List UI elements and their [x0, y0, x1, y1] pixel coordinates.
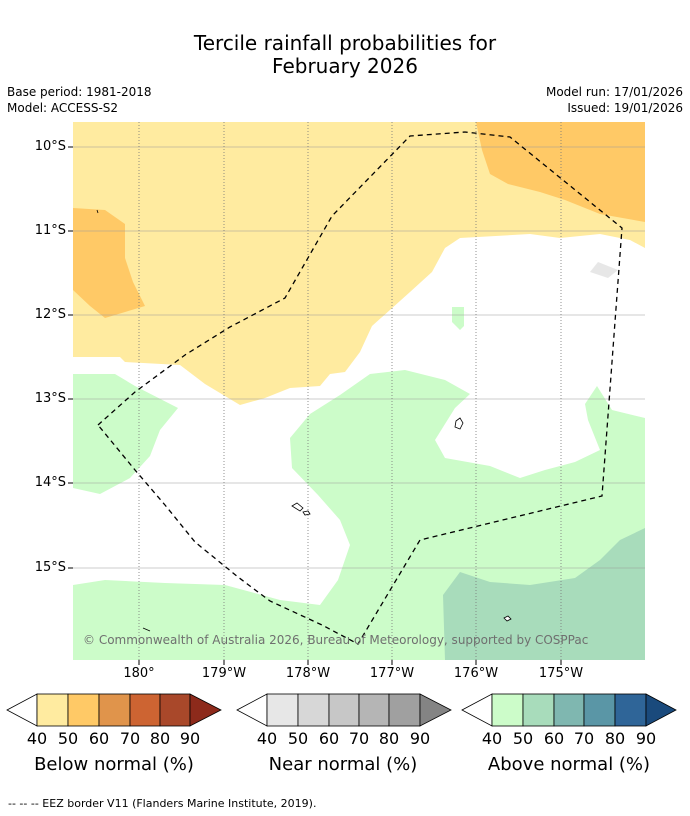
above-normal-40-50-patch — [452, 307, 464, 330]
colorbar-tick: 80 — [604, 729, 626, 748]
colorbar-below-swatch — [98, 693, 131, 727]
above-normal-40-50-region-w — [73, 374, 178, 494]
colorbar-tick: 40 — [481, 729, 503, 748]
colorbar-near-swatch — [358, 693, 390, 727]
copyright-notice: © Commonwealth of Australia 2026, Bureau… — [83, 633, 589, 647]
colorbar-tick: 90 — [635, 729, 657, 748]
colorbar-tick: 70 — [119, 729, 141, 748]
lon-label: 177°W — [369, 666, 415, 681]
island-shape — [454, 417, 464, 430]
colorbar-tick: 60 — [543, 729, 565, 748]
colorbar-tick: 40 — [26, 729, 48, 748]
colorbar-below-low-extend — [6, 693, 38, 727]
lon-label: 175°W — [538, 666, 584, 681]
colorbar-below-swatch — [67, 693, 100, 727]
colorbar-tick: 60 — [88, 729, 110, 748]
colorbar-label-below: Below normal (%) — [34, 754, 194, 775]
island-shape — [96, 209, 99, 214]
colorbar-near-normal — [236, 693, 452, 727]
colorbar-below-high-extend — [189, 693, 222, 727]
colorbar-near-low-extend — [236, 693, 268, 727]
lon-label: 176°W — [453, 666, 499, 681]
map-title-line1: Tercile rainfall probabilities for — [193, 31, 497, 55]
map-title-line2: February 2026 — [272, 54, 418, 78]
base-period: Base period: 1981-2018 — [7, 85, 152, 99]
colorbar-tick: 70 — [573, 729, 595, 748]
colorbar-tick: 50 — [57, 729, 79, 748]
colorbar-above-swatch — [583, 693, 616, 727]
lat-label: 12°S — [34, 307, 66, 322]
island-shape — [302, 510, 311, 516]
colorbar-above-high-extend — [645, 693, 677, 727]
below-normal-50-60-region-w — [73, 208, 145, 318]
near-normal-40-50-patch — [590, 262, 618, 278]
colorbar-tick: 50 — [287, 729, 309, 748]
colorbar-label-above: Above normal (%) — [487, 754, 651, 775]
colorbar-tick: 80 — [149, 729, 171, 748]
lon-label: 180° — [123, 666, 155, 681]
colorbar-above-low-extend — [461, 693, 493, 727]
model-run: Model run: 17/01/2026 — [545, 85, 683, 99]
colorbar-near-swatch — [388, 693, 421, 727]
issued-date: Issued: 19/01/2026 — [567, 101, 683, 115]
latitude-gridlines — [73, 146, 645, 569]
colorbar-above-swatch — [614, 693, 647, 727]
above-normal-50-60-region-se — [443, 528, 645, 660]
lat-label: 13°S — [34, 391, 66, 406]
lat-label: 11°S — [34, 223, 66, 238]
colorbar-tick: 40 — [256, 729, 278, 748]
eez-border — [97, 131, 623, 645]
colorbar-below-normal — [6, 693, 222, 727]
colorbar-below-swatch — [159, 693, 191, 727]
lat-label: 10°S — [34, 139, 66, 154]
model-name: Model: ACCESS-S2 — [7, 101, 119, 115]
colorbar-near-swatch — [266, 693, 299, 727]
colorbar-tick: 50 — [512, 729, 534, 748]
colorbar-tick: 70 — [348, 729, 370, 748]
colorbar-below-swatch — [36, 693, 69, 727]
island-shape — [142, 627, 151, 632]
colorbar-above-swatch — [522, 693, 555, 727]
axis-ticks — [68, 146, 562, 665]
island-shape — [291, 502, 304, 512]
lat-label: 14°S — [34, 475, 66, 490]
island-shape — [503, 615, 512, 622]
colorbar-near-swatch — [328, 693, 360, 727]
lat-label: 15°S — [34, 560, 66, 575]
colorbar-above-swatch — [553, 693, 585, 727]
eez-legend-note: -- -- -- EEZ border V11 (Flanders Marine… — [8, 797, 317, 810]
colorbar-tick: 90 — [179, 729, 201, 748]
below-normal-40-50-region — [73, 122, 645, 405]
colorbar-near-high-extend — [419, 693, 452, 727]
colorbar-below-swatch — [129, 693, 161, 727]
lon-label: 179°W — [201, 666, 247, 681]
colorbar-tick: 60 — [318, 729, 340, 748]
colorbar-tick: 80 — [378, 729, 400, 748]
colorbar-label-near: Near normal (%) — [268, 754, 418, 775]
colorbar-near-swatch — [297, 693, 330, 727]
colorbar-tick: 90 — [409, 729, 431, 748]
colorbar-above-normal — [461, 693, 677, 727]
colorbar-above-swatch — [491, 693, 524, 727]
lon-label: 178°W — [285, 666, 331, 681]
